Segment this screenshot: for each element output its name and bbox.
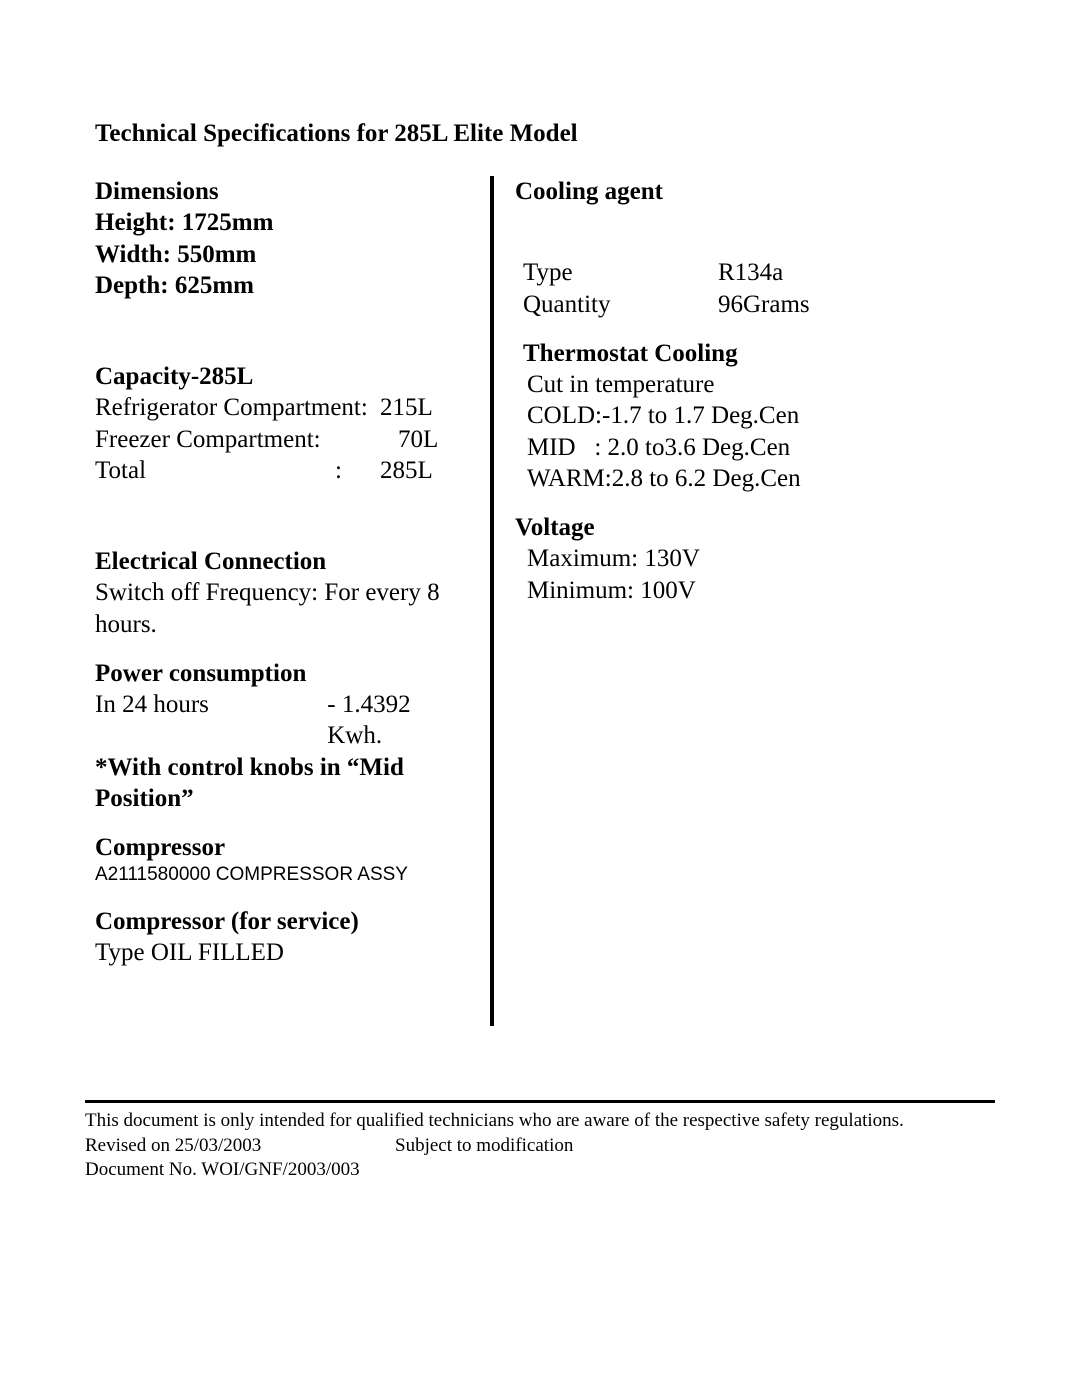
dimensions-heading: Dimensions [95, 176, 470, 207]
capacity-freezer-row: Freezer Compartment: 70L [95, 424, 470, 455]
electrical-text: Switch off Frequency: For every 8 hours. [95, 577, 470, 640]
electrical-heading: Electrical Connection [95, 546, 470, 577]
page: Technical Specifications for 285L Elite … [0, 0, 1080, 998]
voltage-section: Voltage Maximum: 130V Minimum: 100V [515, 512, 985, 606]
electrical-section: Electrical Connection Switch off Frequen… [95, 546, 470, 640]
compressor-section: Compressor A2111580000 COMPRESSOR ASSY [95, 832, 470, 888]
capacity-total-value: 285L [380, 455, 433, 486]
compressor-part: A2111580000 COMPRESSOR ASSY [95, 863, 470, 888]
voltage-max: Maximum: 130V [515, 543, 985, 574]
capacity-total-colon: : [335, 455, 380, 486]
page-title: Technical Specifications for 285L Elite … [95, 120, 985, 148]
footer: This document is only intended for quali… [85, 1100, 995, 1183]
power-note: *With control knobs in “Mid Position” [95, 752, 470, 815]
dimensions-depth: Depth: 625mm [95, 270, 470, 301]
capacity-heading: Capacity-285L [95, 361, 470, 392]
columns-container: Dimensions Height: 1725mm Width: 550mm D… [95, 176, 985, 998]
cooling-agent-type-value: R134a [718, 257, 783, 288]
footer-line1: This document is only intended for quali… [85, 1109, 995, 1134]
power-label: In 24 hours [95, 689, 327, 752]
compressor-service-section: Compressor (for service) Type OIL FILLED [95, 906, 470, 969]
cooling-agent-section: Cooling agent Type R134a Quantity 96Gram… [515, 176, 985, 320]
voltage-min: Minimum: 100V [515, 575, 985, 606]
voltage-heading: Voltage [515, 512, 985, 543]
dimensions-width: Width: 550mm [95, 239, 470, 270]
capacity-total-label: Total [95, 455, 335, 486]
compressor-heading: Compressor [95, 832, 470, 863]
footer-subject: Subject to modification [395, 1134, 573, 1159]
power-row: In 24 hours - 1.4392 Kwh. [95, 689, 470, 752]
power-value: - 1.4392 Kwh. [327, 689, 470, 752]
capacity-refrigerator-value: 215L [380, 392, 433, 423]
cooling-agent-quantity-label: Quantity [523, 289, 718, 320]
compressor-service-type: Type OIL FILLED [95, 937, 470, 968]
thermostat-cut-in: Cut in temperature [515, 369, 985, 400]
footer-docno: Document No. WOI/GNF/2003/003 [85, 1158, 995, 1183]
cooling-agent-type-label: Type [523, 257, 718, 288]
left-column: Dimensions Height: 1725mm Width: 550mm D… [95, 176, 490, 998]
cooling-agent-quantity-value: 96Grams [718, 289, 810, 320]
cooling-agent-quantity-row: Quantity 96Grams [515, 289, 985, 320]
capacity-freezer-label: Freezer Compartment: [95, 424, 380, 455]
power-heading: Power consumption [95, 658, 470, 689]
footer-rule [85, 1100, 995, 1103]
cooling-agent-heading: Cooling agent [515, 176, 985, 207]
vertical-divider [490, 176, 494, 1026]
thermostat-heading: Thermostat Cooling [515, 338, 985, 369]
dimensions-section: Dimensions Height: 1725mm Width: 550mm D… [95, 176, 470, 301]
thermostat-cold: COLD:-1.7 to 1.7 Deg.Cen [515, 400, 985, 431]
capacity-total-row: Total : 285L [95, 455, 470, 486]
compressor-service-heading: Compressor (for service) [95, 906, 470, 937]
footer-row2: Revised on 25/03/2003 Subject to modific… [85, 1134, 995, 1159]
capacity-refrigerator-label: Refrigerator Compartment: [95, 392, 380, 423]
capacity-freezer-value: 70L [398, 424, 438, 455]
dimensions-height: Height: 1725mm [95, 207, 470, 238]
power-section: Power consumption In 24 hours - 1.4392 K… [95, 658, 470, 814]
thermostat-section: Thermostat Cooling Cut in temperature CO… [515, 338, 985, 494]
thermostat-mid: MID : 2.0 to3.6 Deg.Cen [515, 432, 985, 463]
cooling-agent-type-row: Type R134a [515, 257, 985, 288]
footer-revised: Revised on 25/03/2003 [85, 1134, 395, 1159]
right-column: Cooling agent Type R134a Quantity 96Gram… [490, 176, 985, 998]
capacity-section: Capacity-285L Refrigerator Compartment: … [95, 361, 470, 486]
capacity-refrigerator-row: Refrigerator Compartment: 215L [95, 392, 470, 423]
thermostat-warm: WARM:2.8 to 6.2 Deg.Cen [515, 463, 985, 494]
